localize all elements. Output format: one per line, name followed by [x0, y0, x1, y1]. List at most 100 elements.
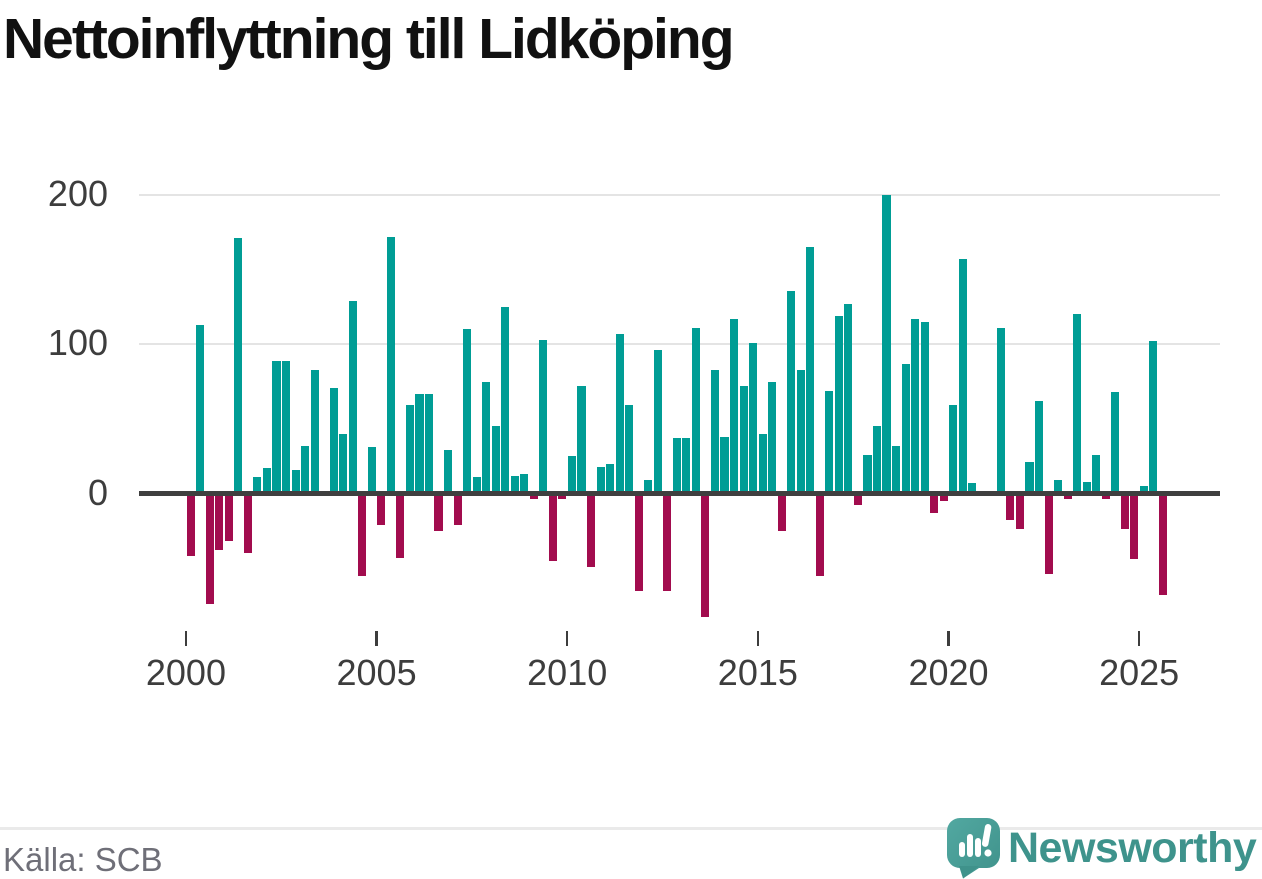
bar-positive — [301, 445, 310, 494]
bar-positive — [825, 390, 834, 494]
bar-positive — [1111, 392, 1120, 494]
bar-positive — [682, 438, 691, 494]
bar-negative — [853, 493, 862, 506]
bar-positive — [1139, 486, 1148, 494]
gridline — [139, 343, 1220, 346]
bar-positive — [911, 318, 920, 494]
bar-negative — [1130, 493, 1139, 560]
bar-positive — [949, 405, 958, 494]
bar-negative — [215, 493, 224, 551]
bar-positive — [424, 393, 434, 494]
bar-positive — [348, 300, 357, 494]
bar-positive — [415, 393, 424, 494]
bar-positive — [234, 238, 243, 494]
bar-negative — [1101, 493, 1110, 500]
bar-positive — [787, 290, 796, 494]
bar-positive — [901, 363, 910, 494]
bar-positive — [739, 386, 748, 494]
bar-positive — [958, 259, 967, 494]
bar-positive — [1025, 462, 1034, 494]
bar-positive — [844, 303, 853, 494]
bar-positive — [1082, 481, 1091, 494]
bar-negative — [358, 493, 367, 576]
bar-positive — [596, 466, 605, 494]
x-axis-label: 2025 — [1099, 652, 1180, 693]
newsworthy-logo: Newsworthy — [944, 812, 1262, 879]
bar-negative — [224, 493, 233, 542]
bar-positive — [386, 236, 395, 494]
x-axis-label: 2000 — [145, 652, 226, 693]
y-axis-label: 0 — [87, 471, 108, 513]
bar-positive — [1149, 341, 1158, 494]
bar-positive — [653, 350, 662, 494]
x-axis-tick — [565, 631, 569, 646]
bar-negative — [701, 493, 710, 618]
bar-positive — [281, 360, 291, 494]
x-axis-tick — [756, 631, 760, 646]
bar-negative — [558, 493, 567, 500]
bar-positive — [615, 333, 624, 494]
bar-negative — [939, 493, 948, 501]
bar-positive — [1034, 400, 1044, 494]
bar-positive — [892, 445, 901, 494]
bar-positive — [310, 369, 319, 494]
bar-positive — [501, 306, 510, 494]
bar-positive — [1092, 454, 1101, 494]
bar-positive — [291, 469, 300, 494]
bar-negative — [434, 493, 443, 531]
bar-positive — [367, 447, 376, 494]
bar-positive — [996, 327, 1005, 494]
bar-positive — [710, 369, 719, 494]
bar-positive — [625, 405, 634, 494]
source-label: Källa: SCB — [3, 841, 163, 878]
bar-negative — [548, 493, 557, 561]
bar-positive — [577, 386, 586, 494]
bar-positive — [606, 463, 615, 494]
bar-positive — [1073, 314, 1082, 494]
bar-negative — [1006, 493, 1015, 521]
bar-negative — [1120, 493, 1129, 530]
bar-negative — [777, 493, 786, 531]
bar-negative — [815, 493, 824, 576]
y-axis-label: 100 — [47, 322, 108, 364]
bar-positive — [539, 339, 548, 494]
x-axis-label: 2005 — [336, 652, 417, 693]
bar-positive — [510, 475, 519, 494]
x-axis-label: 2015 — [717, 652, 798, 693]
bar-negative — [1015, 493, 1025, 530]
bar-positive — [253, 477, 262, 494]
bar-positive — [834, 315, 843, 494]
bar-positive — [472, 477, 481, 494]
bar-positive — [463, 329, 472, 494]
y-axis-label: 200 — [47, 173, 108, 214]
bar-positive — [758, 433, 767, 494]
bar-negative — [396, 493, 405, 558]
bar-positive — [882, 195, 891, 494]
x-axis-tick — [947, 631, 950, 646]
newsworthy-icon — [947, 818, 1000, 879]
bar-negative — [586, 493, 596, 567]
bar-positive — [720, 436, 729, 494]
newsworthy-wordmark: Newsworthy — [1008, 824, 1257, 872]
footer-divider — [0, 827, 1262, 830]
bar-negative — [634, 493, 643, 591]
x-axis-tick — [375, 631, 378, 646]
bar-positive — [482, 381, 491, 494]
bar-positive — [968, 483, 977, 494]
x-axis-line — [139, 491, 1220, 496]
x-axis-label: 2020 — [908, 652, 989, 693]
bar-negative — [1044, 493, 1053, 575]
bar-positive — [806, 247, 815, 494]
bar-negative — [930, 493, 939, 513]
bar-positive — [863, 454, 872, 494]
bar-positive — [262, 468, 271, 494]
bar-positive — [272, 360, 281, 494]
bar-positive — [444, 450, 453, 494]
gridline — [139, 194, 1220, 196]
bar-positive — [329, 387, 338, 494]
bar-positive — [339, 433, 348, 494]
bar-positive — [491, 426, 500, 494]
bar-positive — [567, 456, 577, 494]
